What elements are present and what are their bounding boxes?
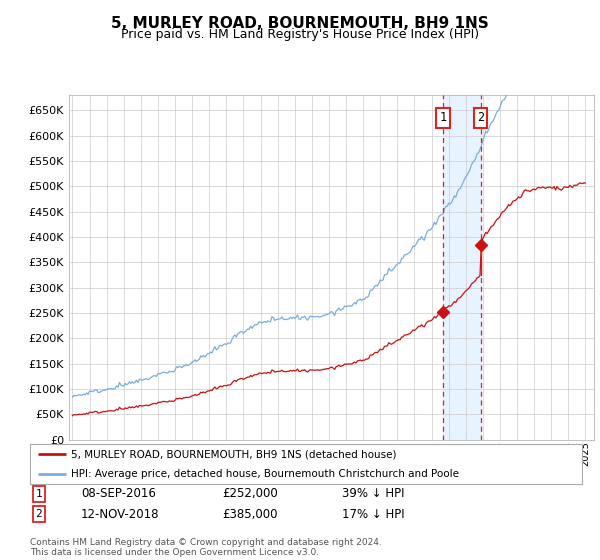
Text: 08-SEP-2016: 08-SEP-2016 [81, 487, 156, 501]
Bar [443, 95, 481, 440]
Text: 39% ↓ HPI: 39% ↓ HPI [342, 487, 404, 501]
Text: 2: 2 [35, 509, 43, 519]
Text: 5, MURLEY ROAD, BOURNEMOUTH, BH9 1NS: 5, MURLEY ROAD, BOURNEMOUTH, BH9 1NS [111, 16, 489, 31]
Text: HPI: Average price, detached house, Bournemouth Christchurch and Poole: HPI: Average price, detached house, Bour… [71, 469, 460, 479]
Text: Contains HM Land Registry data © Crown copyright and database right 2024.
This d: Contains HM Land Registry data © Crown c… [30, 538, 382, 557]
Text: Price paid vs. HM Land Registry's House Price Index (HPI): Price paid vs. HM Land Registry's House … [121, 28, 479, 41]
Text: 12-NOV-2018: 12-NOV-2018 [81, 507, 160, 521]
Text: £385,000: £385,000 [222, 507, 277, 521]
Text: 1: 1 [440, 111, 447, 124]
Text: 17% ↓ HPI: 17% ↓ HPI [342, 507, 404, 521]
Text: 5, MURLEY ROAD, BOURNEMOUTH, BH9 1NS (detached house): 5, MURLEY ROAD, BOURNEMOUTH, BH9 1NS (de… [71, 449, 397, 459]
Text: £252,000: £252,000 [222, 487, 278, 501]
Text: 1: 1 [35, 489, 43, 499]
Text: 2: 2 [477, 111, 484, 124]
